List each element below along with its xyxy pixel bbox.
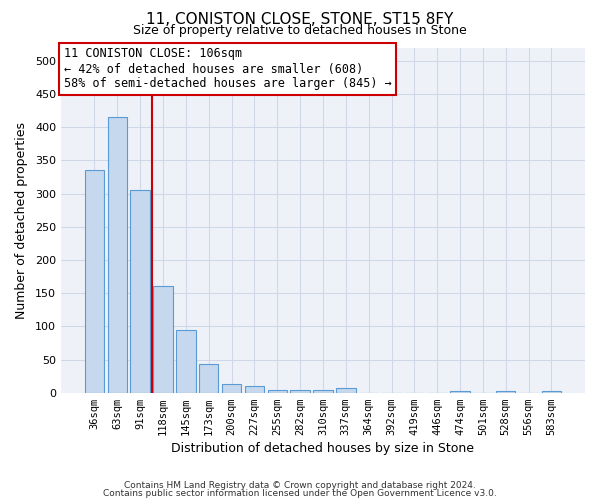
Bar bbox=[336, 388, 356, 392]
Bar bbox=[268, 390, 287, 392]
Text: Contains public sector information licensed under the Open Government Licence v3: Contains public sector information licen… bbox=[103, 489, 497, 498]
X-axis label: Distribution of detached houses by size in Stone: Distribution of detached houses by size … bbox=[172, 442, 475, 455]
Text: Size of property relative to detached houses in Stone: Size of property relative to detached ho… bbox=[133, 24, 467, 37]
Bar bbox=[107, 117, 127, 392]
Bar bbox=[451, 390, 470, 392]
Bar bbox=[222, 384, 241, 392]
Bar bbox=[313, 390, 332, 392]
Bar bbox=[199, 364, 218, 392]
Bar bbox=[154, 286, 173, 393]
Bar bbox=[85, 170, 104, 392]
Text: 11, CONISTON CLOSE, STONE, ST15 8FY: 11, CONISTON CLOSE, STONE, ST15 8FY bbox=[146, 12, 454, 28]
Bar bbox=[176, 330, 196, 392]
Bar bbox=[496, 390, 515, 392]
Bar bbox=[130, 190, 150, 392]
Text: Contains HM Land Registry data © Crown copyright and database right 2024.: Contains HM Land Registry data © Crown c… bbox=[124, 480, 476, 490]
Bar bbox=[245, 386, 264, 392]
Y-axis label: Number of detached properties: Number of detached properties bbox=[15, 122, 28, 318]
Bar bbox=[542, 390, 561, 392]
Text: 11 CONISTON CLOSE: 106sqm
← 42% of detached houses are smaller (608)
58% of semi: 11 CONISTON CLOSE: 106sqm ← 42% of detac… bbox=[64, 48, 391, 90]
Bar bbox=[290, 390, 310, 392]
